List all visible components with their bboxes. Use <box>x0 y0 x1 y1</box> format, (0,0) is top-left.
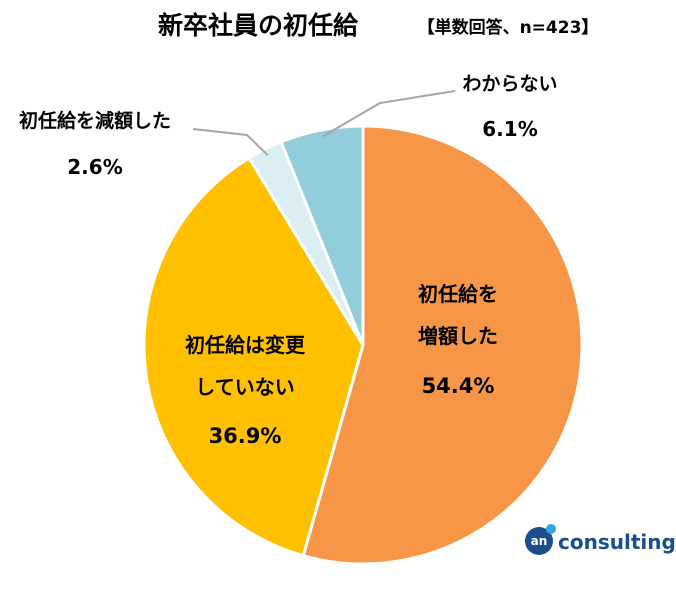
slice-label-0-line-1: 増額した <box>418 324 498 348</box>
slice-label-1-line-1: していない <box>195 375 294 399</box>
chart-title: 新卒社員の初任給 <box>158 11 359 40</box>
slice-value-3: 6.1% <box>482 117 537 141</box>
slice-label-0-line-0: 初任給を <box>418 282 498 306</box>
chart-subtitle: 【単数回答、n=423】 <box>418 17 599 38</box>
logo-text: consulting <box>558 530 676 554</box>
leader-lines <box>192 90 456 156</box>
pie-slices <box>142 124 584 566</box>
consulting-logo: an consulting <box>525 524 676 555</box>
logo-mark-icon <box>525 527 553 555</box>
slice-3 <box>279 124 365 347</box>
slice-value-2: 2.6% <box>67 155 122 179</box>
logo-mark-text: an <box>531 534 548 548</box>
slice-0 <box>301 124 584 566</box>
slice-value-1: 36.9% <box>209 424 282 448</box>
slice-label-2-line-0: 初任給を減額した <box>19 109 171 132</box>
slice-label-1-line-0: 初任給は変更 <box>185 333 306 357</box>
leader-line-2 <box>192 128 269 156</box>
slice-value-0: 54.4% <box>422 374 495 398</box>
logo-mark-dot-icon <box>546 524 556 534</box>
slice-label-3-line-0: わからない <box>462 73 557 95</box>
leader-line-3 <box>321 90 456 138</box>
